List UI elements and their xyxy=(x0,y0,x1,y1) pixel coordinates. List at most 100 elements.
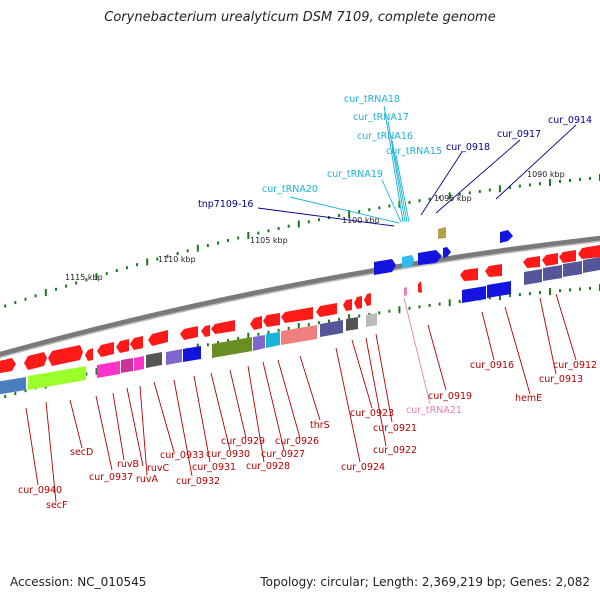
gene-label: cur_0923 xyxy=(350,408,394,419)
scale-tick xyxy=(388,309,391,313)
gene-feature xyxy=(211,320,235,334)
bottom-labels: cur_0940 secF secD cur_0937 ruvB ruvC ru… xyxy=(18,360,597,511)
connector-line xyxy=(375,333,393,423)
scale-tick xyxy=(418,199,421,203)
scale-tick xyxy=(65,284,68,288)
trna-feature xyxy=(410,255,414,266)
scale-tick xyxy=(458,192,461,196)
scale-tick xyxy=(388,204,391,208)
scale-tick xyxy=(227,239,230,242)
scale-tick xyxy=(508,294,511,298)
gene-feature xyxy=(116,339,129,353)
gene-label: cur_tRNA21 xyxy=(406,405,462,416)
scale-tick xyxy=(277,227,280,230)
cog-box xyxy=(121,358,133,373)
scale-tick xyxy=(4,395,7,398)
gene-label: hemE xyxy=(515,393,542,404)
scale-tick xyxy=(408,306,411,310)
scale-tick xyxy=(539,291,541,295)
gene-feature xyxy=(364,293,371,306)
scale-tick xyxy=(508,185,511,189)
cog-box xyxy=(266,332,280,348)
scale-tick xyxy=(247,332,250,340)
scale-label: 1100 kbp xyxy=(342,216,380,225)
connector-line xyxy=(427,324,447,391)
scale-tick xyxy=(358,314,361,318)
scale-tick xyxy=(24,389,27,393)
connector-line xyxy=(403,297,431,405)
scale-label: 1110 kbp xyxy=(158,255,196,264)
scale-tick xyxy=(589,176,591,180)
gene-feature xyxy=(250,316,262,330)
scale-tick xyxy=(14,392,17,396)
cog-box xyxy=(212,337,252,358)
scale-tick xyxy=(85,372,88,376)
scale-tick xyxy=(297,323,300,330)
scale-tick xyxy=(105,272,108,276)
gene-feature xyxy=(148,330,168,346)
scale-tick xyxy=(287,326,290,330)
scale-tick xyxy=(297,220,300,228)
scale-tick xyxy=(196,244,199,252)
scale-tick xyxy=(156,257,159,261)
scale-tick xyxy=(267,330,270,334)
scale-tick xyxy=(428,197,431,201)
scale-tick xyxy=(488,296,491,300)
gene-label: ruvB xyxy=(117,459,139,470)
cog-box xyxy=(134,356,144,371)
scale-tick xyxy=(518,184,521,188)
scale-tick xyxy=(247,232,250,239)
connector-line xyxy=(69,399,83,449)
scale-tick xyxy=(559,179,561,183)
gene-label: ruvA xyxy=(136,474,159,485)
gene-label: cur_0930 xyxy=(206,449,250,460)
scale-tick xyxy=(317,321,320,325)
cog-box xyxy=(28,366,86,390)
gene-feature xyxy=(542,253,558,266)
cog-box xyxy=(146,352,162,368)
genome-backbone xyxy=(0,235,600,357)
connector-line xyxy=(391,139,408,223)
scale-tick xyxy=(307,323,310,327)
connector-line xyxy=(173,379,193,477)
scale-tick xyxy=(528,183,531,187)
scale-tick xyxy=(368,312,371,316)
gene-label: secD xyxy=(70,447,93,458)
scale-tick xyxy=(338,317,341,321)
scale-tick xyxy=(569,288,571,292)
scale-tick xyxy=(125,266,128,270)
gene-feature xyxy=(374,259,396,275)
scale-tick xyxy=(559,289,561,293)
connector-line xyxy=(435,139,521,214)
scale-tick xyxy=(428,303,431,307)
gene-label: cur_0924 xyxy=(341,462,385,473)
scale-ticks-lower xyxy=(4,284,600,398)
gene-label: tnp7109-16 xyxy=(198,199,253,210)
scale-tick xyxy=(287,224,290,228)
scale-tick xyxy=(44,289,47,296)
scale-tick xyxy=(549,179,551,186)
scale-tick xyxy=(257,231,260,235)
connector-line xyxy=(139,385,148,476)
scale-tick xyxy=(448,192,451,200)
gene-label: cur_tRNA18 xyxy=(344,94,400,105)
connector-line xyxy=(247,365,265,463)
connector-line xyxy=(539,297,557,375)
gene-label: cur_0912 xyxy=(553,360,597,371)
connector-line xyxy=(45,401,57,503)
gene-feature xyxy=(281,307,313,323)
scale-tick xyxy=(378,206,381,210)
gene-feature xyxy=(500,230,513,243)
scale-tick xyxy=(317,218,320,222)
scale-tick xyxy=(498,293,501,301)
connector-line xyxy=(387,120,406,223)
connector-line xyxy=(351,339,373,409)
connector-line xyxy=(289,196,400,224)
scale-tick xyxy=(277,328,280,332)
gene-label: cur_tRNA20 xyxy=(262,184,318,195)
scale-tick xyxy=(237,336,240,340)
gene-label: cur_tRNA19 xyxy=(327,169,383,180)
scale-tick xyxy=(398,200,401,208)
gene-feature xyxy=(316,303,337,317)
